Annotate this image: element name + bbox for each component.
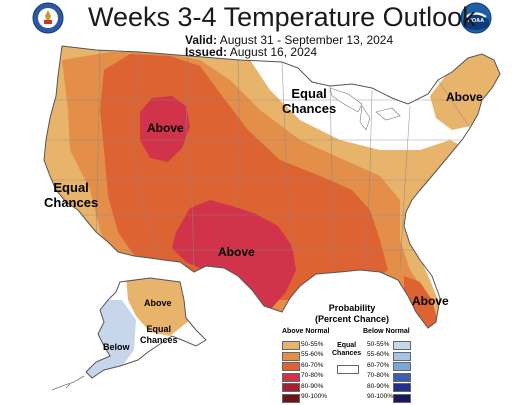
legend-above-label-0: 50-55% [301, 340, 324, 348]
legend-below-swatch-4 [393, 383, 411, 392]
legend-below-label-4: 80-90% [367, 382, 390, 390]
legend-below-label-5: 90-100% [367, 393, 394, 400]
valid-dates: August 31 - September 13, 2024 [219, 33, 394, 47]
alaska-map [51, 277, 207, 391]
page-title: Weeks 3-4 Temperature Outlook [88, 2, 476, 32]
equal-chances-west-label: Equal Chances [44, 180, 99, 210]
legend-above-swatch-4 [282, 383, 300, 392]
legend-below-swatch-0 [393, 341, 411, 350]
legend-above-swatch-1 [282, 351, 300, 361]
legend-below-swatch-2 [393, 362, 411, 371]
legend-above-swatch-3 [282, 372, 300, 382]
above-70-80-texas-region [172, 200, 296, 310]
alaska-above-region [126, 278, 190, 336]
legend-below-swatch-1 [393, 351, 411, 361]
below-alaska-label: Below [103, 342, 130, 352]
valid-label: Valid: [185, 33, 218, 47]
legend-equal-chances-label: Equal Chances [332, 342, 362, 357]
legend-below-swatch-5 [393, 393, 411, 403]
state-boundaries [46, 46, 500, 273]
legend-title: Probability (Percent Chance) [314, 303, 390, 324]
equal-chances-north-label: Equal Chances [282, 86, 337, 116]
equal-chances-alaska-label: Equal Chances [140, 324, 178, 345]
legend-above-label-3: 70-80% [301, 372, 324, 379]
legend-below-label-1: 55-60% [367, 351, 390, 358]
legend-below-label-0: 50-55% [367, 340, 390, 348]
legend-below-label-2: 60-70% [367, 361, 390, 369]
legend-above-label-1: 55-60% [301, 351, 324, 358]
conus-map [43, 45, 501, 329]
legend-above-swatch-0 [282, 341, 300, 350]
above-rockies-label: Above [147, 121, 184, 135]
legend-above-label-5: 90-100% [301, 393, 328, 400]
legend-above-swatch-2 [282, 362, 300, 371]
legend-below-label-3: 70-80% [367, 372, 390, 379]
legend-above-header: Above Normal [282, 328, 330, 335]
legend-below-swatch-3 [393, 372, 411, 382]
issued-line: Issued: August 16, 2024 [185, 45, 317, 59]
svg-text:NOAA: NOAA [468, 18, 484, 24]
noaa-logo-icon: NOAA [460, 2, 492, 34]
issued-label: Issued: [185, 45, 228, 59]
above-alaska-label: Above [144, 298, 172, 308]
legend-above-label-4: 80-90% [301, 382, 324, 390]
legend-below-header: Below Normal [363, 328, 410, 335]
legend-above-label-2: 60-70% [301, 361, 324, 369]
above-texas-label: Above [218, 245, 255, 259]
issued-date: August 16, 2024 [229, 45, 318, 59]
above-70-80-rockies-region [140, 96, 190, 162]
above-northeast-label: Above [446, 90, 483, 104]
commerce-seal-icon [32, 2, 64, 34]
legend-equal-chances-swatch [337, 365, 359, 374]
above-florida-label: Above [412, 294, 449, 308]
valid-line: Valid: August 31 - September 13, 2024 [185, 33, 393, 47]
legend-above-swatch-5 [282, 393, 300, 403]
